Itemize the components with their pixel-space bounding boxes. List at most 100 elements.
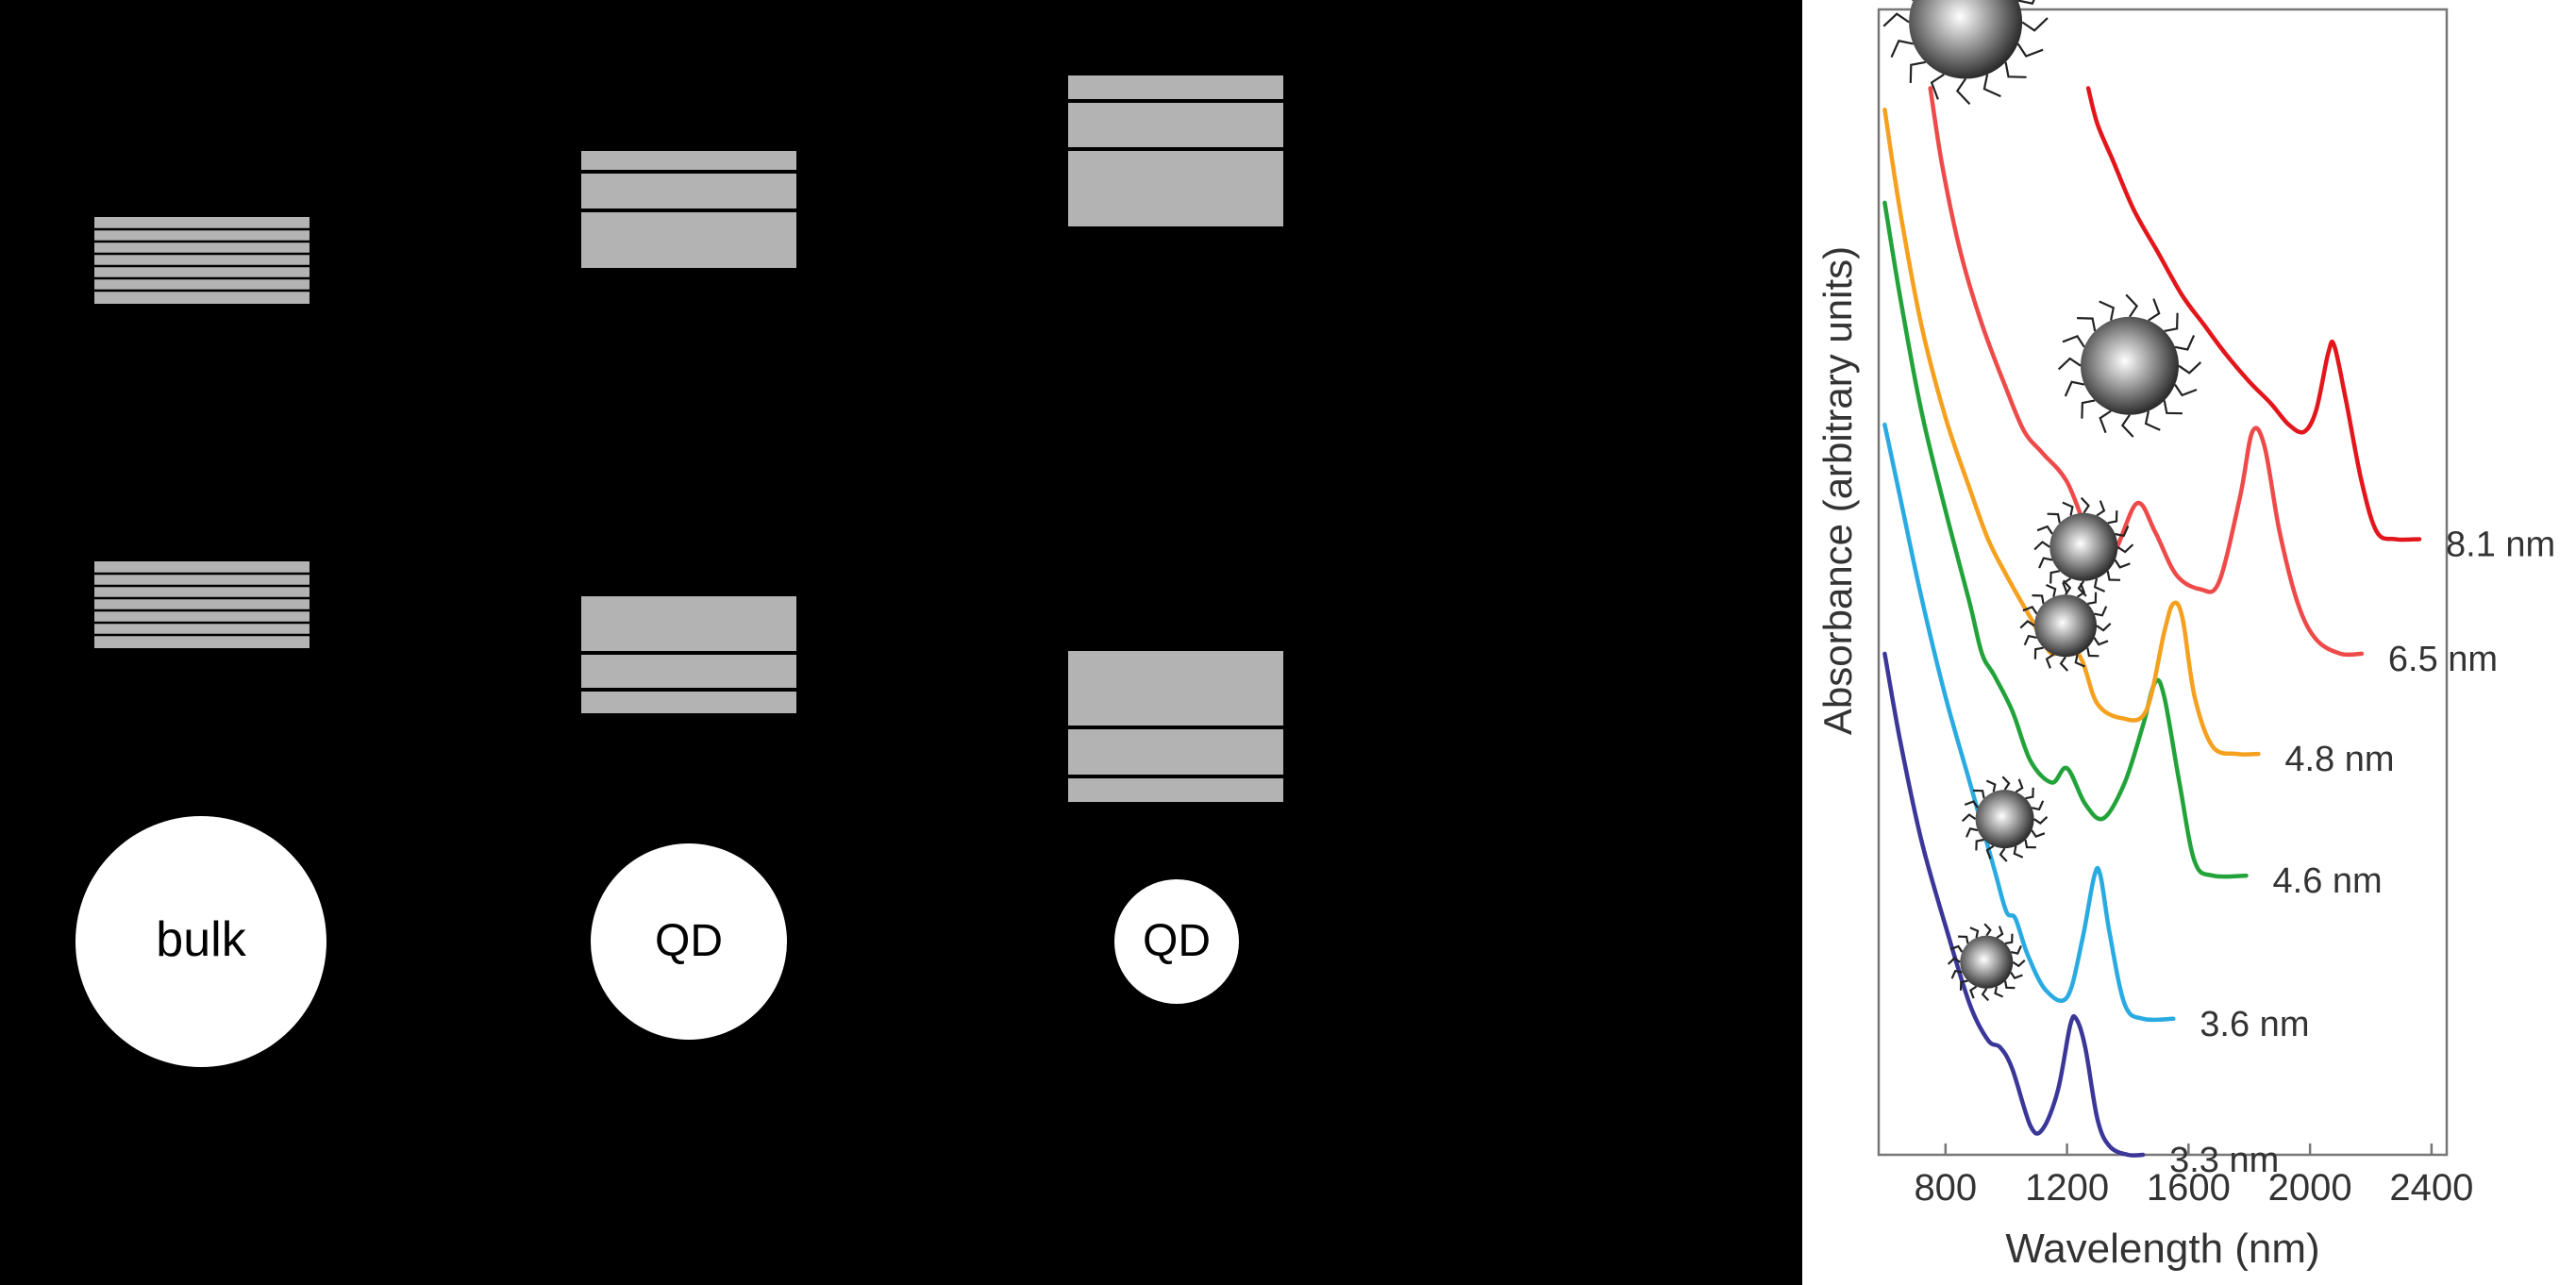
ligand-mark [1961,813,1977,823]
particle-label: QD [655,916,723,966]
sphere-body [2034,594,2097,658]
particle-circle [1114,879,1239,1004]
x-tick-label: 2400 [2389,1167,2473,1209]
x-axis-label: Wavelength (nm) [2005,1226,2319,1272]
ligand-mark [2120,414,2134,438]
ligand-mark [1982,74,2001,98]
ligand-mark [2059,656,2069,672]
series-line [1928,86,2365,658]
ligand-mark [2049,570,2061,584]
ligand-mark [1959,979,1968,991]
ligand-mark [1965,827,1979,838]
ligand-mark [2033,646,2044,659]
y-axis-label: Absorbance (arbitrary units) [1815,246,1860,735]
ligand-mark [1969,926,1980,939]
ligand-mark [2096,623,2112,632]
ligand-mark [1964,800,1979,809]
ligand-mark [2115,525,2130,538]
ligand-mark [2062,335,2085,348]
bulk-conduction-band [94,217,309,304]
ligand-mark [2093,577,2106,592]
ligand-mark [1958,935,1969,944]
ligand-mark [1969,985,1978,999]
ligand-mark [1890,40,1914,58]
series-line [1882,107,2261,757]
nanoparticle-icon [1882,0,2049,106]
ligand-mark [2114,559,2131,569]
ligand-mark [2057,357,2082,371]
x-tick-label: 800 [1914,1167,1977,1209]
band-block [94,217,309,304]
ligand-mark [2080,496,2090,514]
qd-medium-valence-band [581,596,796,713]
ligand-mark [1996,926,2004,939]
ligand-mark [2062,577,2072,594]
ligand-mark [2163,400,2183,415]
ligand-mark [2178,361,2202,375]
qd-small-conduction-band [1068,75,1283,226]
particle-qd-medium: QD [591,843,787,1040]
absorbance-chart: 3.3 nm3.6 nm4.6 nm4.8 nm6.5 nm8.1 nm 800… [1815,0,2555,1272]
ligand-mark [2032,816,2049,826]
series-labels: 3.3 nm3.6 nm4.6 nm4.8 nm6.5 nm8.1 nm [2169,526,2555,1181]
series-label: 4.6 nm [2273,861,2383,901]
ligand-mark [2174,383,2198,397]
x-tick-label: 1600 [2147,1167,2231,1209]
ligand-mark [2032,594,2045,605]
ligand-mark [2064,380,2085,397]
ligand-mark [1975,838,1984,851]
ligand-mark [2024,839,2036,849]
ligand-mark [2023,634,2037,646]
ligand-mark [1909,60,1926,84]
series-line [2085,86,2422,542]
sphere-body [2081,316,2179,415]
ligand-mark [2087,592,2098,605]
ligand-mark [2016,42,2044,58]
ligand-mark [1999,847,2008,862]
sphere-body [2049,512,2118,581]
ligand-mark [2021,17,2049,32]
ligand-mark [2047,512,2061,524]
ligand-mark [2010,944,2022,955]
ligand-mark [2094,606,2108,617]
ligand-mark [2076,582,2086,598]
ligand-mark [2107,510,2118,525]
series-label: 3.6 nm [2200,1005,2309,1044]
particle-label: QD [1143,916,1211,966]
x-tick-label: 1200 [2025,1167,2109,1209]
particle-qd-small: QD [1114,879,1239,1004]
ligand-mark [2093,637,2109,646]
ligand-mark [2004,933,2014,945]
ligand-mark [2174,334,2196,351]
qd-medium-conduction-band [581,151,796,268]
ligand-mark [2074,654,2085,668]
series-layer [1882,86,2422,1158]
ligand-mark [1973,789,1985,799]
ligand-mark [2013,845,2024,859]
ligand-mark [2099,409,2112,434]
ligand-mark [2125,293,2139,318]
nanoparticle-icon [1961,776,2049,862]
ligand-mark [2164,312,2179,332]
ligand-mark [2077,580,2087,597]
particle-label: bulk [156,912,246,967]
ligand-mark [1985,844,1995,859]
nanoparticle-icons [1882,0,2202,1002]
ligand-mark [1994,986,2004,998]
nanoparticle-icon [2019,579,2112,672]
particle-circle [75,816,326,1067]
particle-bulk: bulk [75,816,326,1067]
nanoparticle-icon [1947,923,2026,1002]
ligand-mark [2004,980,2016,990]
qd-small-valence-band [1068,651,1283,802]
series-line [1882,422,2176,1023]
ligand-mark [1947,957,1961,965]
ligand-mark [1950,969,1963,979]
x-tick-label: 2000 [2268,1167,2352,1209]
series-label: 4.8 nm [2284,740,2394,779]
ligand-mark [1930,73,1945,100]
particle-circle [591,843,787,1040]
nanoparticle-icon [2057,293,2202,438]
ligand-mark [1983,923,1992,937]
